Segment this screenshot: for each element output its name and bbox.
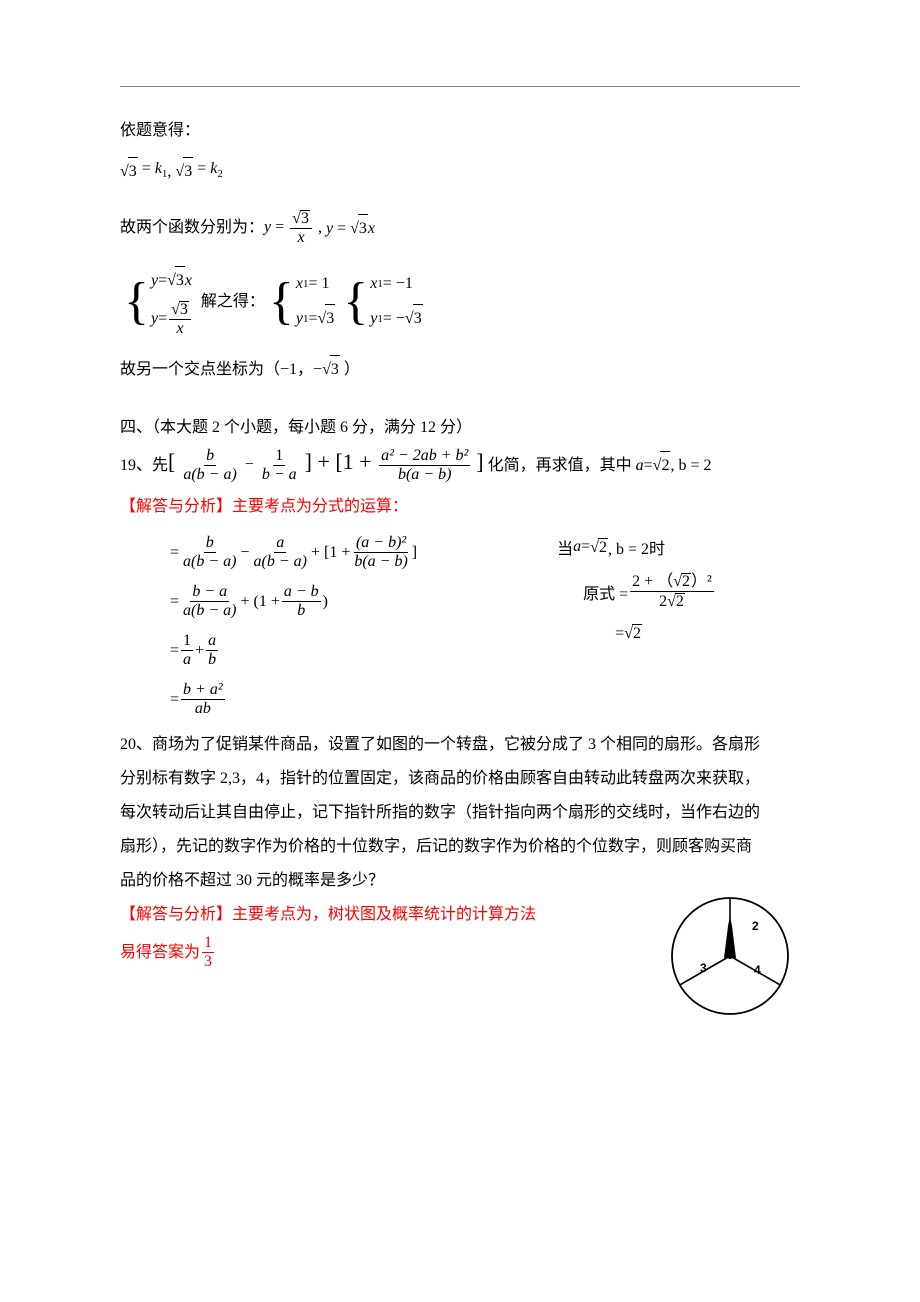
q19-sqrt2: 2 bbox=[653, 451, 671, 480]
q20-p4: 扇形），先记的数字作为价格的十位数字，后记的数字作为价格的个位数字，则顾客购买商 bbox=[120, 833, 800, 861]
work-left-col: = ba(b − a) − aa(b − a) + [1 + (a − b)²b… bbox=[170, 535, 417, 717]
sol2: { x1 = −1 y1 = −3 bbox=[343, 270, 422, 333]
oi-suffix: ） bbox=[340, 356, 360, 384]
q19-a: a bbox=[636, 452, 644, 480]
sqrt3-1: 3 bbox=[120, 157, 138, 186]
q20-p5: 品的价格不超过 30 元的概率是多少？ bbox=[120, 867, 800, 895]
func2: y = 3x bbox=[326, 214, 375, 243]
eq1: 3 = k1 , 3 = k2 bbox=[120, 155, 800, 188]
sqrt3-2: 3 bbox=[175, 157, 193, 186]
eq1-k1: = k1 bbox=[138, 155, 168, 188]
intro-text: 依题意得： bbox=[120, 117, 200, 145]
q19-work: = ba(b − a) − aa(b − a) + [1 + (a − b)²b… bbox=[170, 535, 800, 717]
ans20-frac: 1 3 bbox=[202, 935, 214, 970]
oi-sqrt: 3 bbox=[322, 355, 340, 384]
oi-neg: − bbox=[313, 356, 322, 384]
page: 依题意得： 3 = k1 , 3 = k2 故两个函数分别为： y = 3 x … bbox=[0, 0, 920, 1302]
other-intersection: 故另一个交点坐标为（−1， − 3 ） bbox=[120, 355, 800, 384]
section4: 四、（本大题 2 个小题，每小题 6 分，满分 12 分） bbox=[120, 414, 800, 442]
section4-text: 四、（本大题 2 个小题，每小题 6 分，满分 12 分） bbox=[120, 414, 472, 442]
q20-p3: 每次转动后让其自由停止，记下指针所指的数字（指针指向两个扇形的交线时，当作右边的 bbox=[120, 799, 800, 827]
q19-simplify: 化简，再求值，其中 bbox=[484, 452, 636, 480]
spinner-svg: 2 3 4 bbox=[670, 896, 790, 1016]
eq1-k2: = k2 bbox=[193, 155, 223, 188]
svg-text:2: 2 bbox=[752, 919, 759, 933]
system-lhs: { y = 3x y = 3 x bbox=[124, 266, 193, 337]
sol1: { x1 = 1 y1 = 3 bbox=[269, 270, 335, 333]
eq1-comma: , bbox=[167, 158, 175, 186]
ans19-label: 【解答与分析】主要考点为分式的运算： bbox=[120, 493, 800, 521]
svg-text:3: 3 bbox=[700, 961, 707, 975]
funcs-comma: , bbox=[314, 214, 326, 242]
func1: y = 3 x bbox=[264, 210, 314, 246]
q19-b: , b = 2 bbox=[670, 452, 711, 480]
spinner-figure: 2 3 4 bbox=[670, 896, 790, 1016]
q19: 19、先 [ ba(b − a) − 1b − a ] + [1 + a² − … bbox=[120, 448, 800, 483]
oi-prefix: 故另一个交点坐标为（−1， bbox=[120, 356, 313, 384]
funcs-prefix: 故两个函数分别为： bbox=[120, 214, 264, 242]
solve-label: 解之得： bbox=[197, 288, 265, 316]
ans20-label-text: 【解答与分析】主要考点为，树状图及概率统计的计算方法 bbox=[120, 901, 536, 929]
funcs-line: 故两个函数分别为： y = 3 x , y = 3x bbox=[120, 210, 800, 246]
q20-p1: 20、商场为了促销某件商品，设置了如图的一个转盘，它被分成了 3 个相同的扇形。… bbox=[120, 731, 800, 759]
ans20-prefix: 易得答案为 bbox=[120, 939, 200, 967]
ans19-label-text: 【解答与分析】主要考点为分式的运算： bbox=[120, 493, 408, 521]
intro-line: 依题意得： bbox=[120, 117, 800, 145]
svg-text:4: 4 bbox=[754, 963, 761, 977]
q19-expr: [ ba(b − a) − 1b − a ] + [1 + a² − 2ab +… bbox=[168, 448, 484, 483]
system-line: { y = 3x y = 3 x 解之得： { x1 = 1 y1 = 3 { bbox=[120, 262, 800, 341]
top-rule bbox=[120, 86, 800, 87]
q19-num: 19、先 bbox=[120, 452, 168, 480]
q20-p2: 分别标有数字 2,3，4，指针的位置固定，该商品的价格由顾客自由转动此转盘两次来… bbox=[120, 765, 800, 793]
work-right-col: 当 a = 2, b = 2时 原式 = 2 + （2）² 22 = 2 bbox=[557, 535, 716, 717]
